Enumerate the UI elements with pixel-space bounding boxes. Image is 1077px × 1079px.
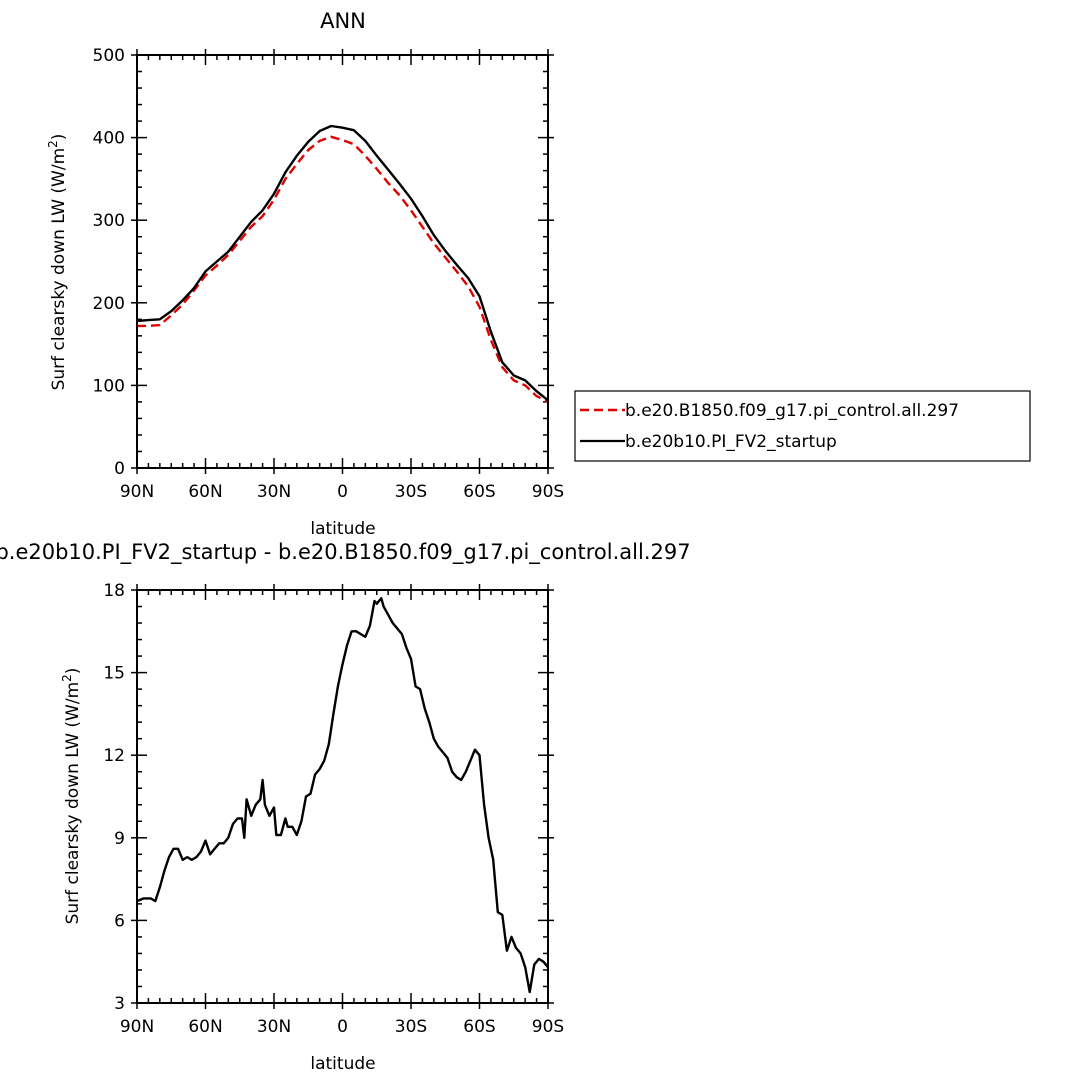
x-tick-label: 30N bbox=[257, 1017, 291, 1037]
y-axis-label-text-1: Surf clearsky down LW (W/m bbox=[49, 148, 69, 391]
x-tick-label: 0 bbox=[337, 1017, 348, 1037]
x-tick-label: 90S bbox=[532, 1017, 564, 1037]
y-tick-label: 200 bbox=[93, 294, 125, 314]
y-tick-label: 0 bbox=[114, 459, 125, 479]
series-line-1-2 bbox=[136, 124, 549, 402]
series-group-2 bbox=[136, 597, 549, 994]
y-ticks-1: 0 100 200 300 400 500 bbox=[93, 46, 554, 479]
y-tick-label: 500 bbox=[93, 46, 125, 66]
x-tick-label: 60S bbox=[463, 1017, 495, 1037]
y-tick-label: 3 bbox=[114, 994, 125, 1014]
x-tick-label: 60S bbox=[463, 482, 495, 502]
legend: b.e20.B1850.f09_g17.pi_control.all.297 b… bbox=[574, 390, 1031, 462]
y-axis-label-1: Surf clearsky down LW (W/m2) bbox=[46, 134, 69, 391]
chart-panel-1: ANN 90N 60N 30N 0 30S 60S 90S 0 100 200 300 400 500… bbox=[46, 9, 1031, 539]
legend-box bbox=[574, 390, 1031, 462]
x-tick-label: 60N bbox=[188, 482, 222, 502]
y-ticks-2: 3 6 9 12 15 18 bbox=[103, 581, 554, 1014]
y-tick-label: 15 bbox=[103, 664, 125, 684]
y-tick-label: 9 bbox=[114, 829, 125, 849]
x-tick-label: 90N bbox=[120, 482, 154, 502]
y-tick-label: 6 bbox=[114, 911, 125, 931]
x-axis-label-2: latitude bbox=[310, 1054, 375, 1074]
legend-label-1: b.e20.B1850.f09_g17.pi_control.all.297 bbox=[625, 401, 959, 421]
y-axis-label-text-2: Surf clearsky down LW (W/m bbox=[63, 682, 83, 925]
x-tick-label: 0 bbox=[337, 482, 348, 502]
plot-frame-1 bbox=[136, 54, 549, 469]
x-tick-label: 30N bbox=[257, 482, 291, 502]
y-tick-label: 400 bbox=[93, 129, 125, 149]
plot-frame-2 bbox=[136, 589, 549, 1004]
x-axis-label-1: latitude bbox=[310, 519, 375, 539]
x-ticks-2: 90N 60N 30N 0 30S 60S 90S bbox=[120, 584, 564, 1037]
x-tick-label: 90N bbox=[120, 1017, 154, 1037]
y-axis-label-sup-2: 2 bbox=[60, 674, 74, 682]
series-line-2-1 bbox=[136, 597, 549, 994]
y-axis-label-close-1: ) bbox=[49, 134, 69, 141]
chart-title-2: b.e20b10.PI_FV2_startup - b.e20.B1850.f0… bbox=[0, 540, 691, 565]
chart-title-1: ANN bbox=[320, 9, 366, 33]
x-tick-label: 30S bbox=[395, 1017, 427, 1037]
y-tick-label: 12 bbox=[103, 746, 125, 766]
x-ticks-1: 90N 60N 30N 0 30S 60S 90S bbox=[120, 49, 564, 502]
y-tick-label: 18 bbox=[103, 581, 125, 601]
x-tick-label: 90S bbox=[532, 482, 564, 502]
series-group-1 bbox=[136, 124, 549, 403]
y-tick-label: 300 bbox=[93, 211, 125, 231]
y-tick-label: 100 bbox=[93, 376, 125, 396]
legend-label-2: b.e20b10.PI_FV2_startup bbox=[625, 432, 837, 452]
chart-panel-2: b.e20b10.PI_FV2_startup - b.e20.B1850.f0… bbox=[0, 540, 691, 1074]
x-tick-label: 30S bbox=[395, 482, 427, 502]
y-axis-label-2: Surf clearsky down LW (W/m2) bbox=[60, 668, 83, 925]
y-axis-label-sup-1: 2 bbox=[46, 140, 60, 148]
x-tick-label: 60N bbox=[188, 1017, 222, 1037]
series-line-1-1 bbox=[137, 135, 549, 403]
y-axis-label-close-2: ) bbox=[63, 668, 83, 675]
